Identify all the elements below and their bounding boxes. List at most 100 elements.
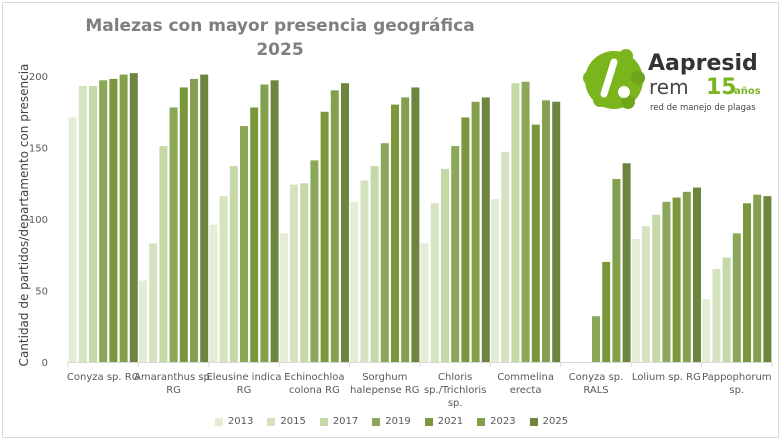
- bar-2023: [682, 191, 691, 362]
- x-tick-label: Sorghum: [362, 372, 407, 383]
- bar-2025: [200, 74, 209, 362]
- bar-2021: [672, 197, 681, 362]
- bar-2013: [631, 239, 640, 362]
- legend-swatch: [529, 417, 538, 426]
- x-tick-label: Commelina: [497, 372, 554, 383]
- bar-2023: [260, 84, 269, 362]
- legend-swatch: [267, 417, 276, 426]
- subtitle-text: 2025: [256, 40, 304, 60]
- x-tick-label: Chloris: [438, 372, 472, 383]
- bar-2013: [209, 224, 218, 362]
- bar-2017: [441, 168, 449, 362]
- x-tick-label: erecta: [510, 385, 542, 396]
- y-tick-label: 50: [35, 287, 48, 298]
- bar-2019: [99, 80, 108, 362]
- bar-2019: [521, 81, 530, 362]
- x-tick-label: Lolium sp. RG: [632, 372, 701, 383]
- bar-2017: [652, 214, 661, 362]
- bar-2017: [722, 257, 731, 362]
- bar-2015: [149, 243, 158, 362]
- bar-2025: [129, 73, 138, 362]
- bar-2019: [451, 146, 460, 362]
- bar-2013: [139, 280, 147, 362]
- legend-item: 2013: [214, 416, 254, 427]
- bar-2017: [159, 146, 168, 362]
- bar-2023: [471, 101, 480, 363]
- legend-item: 2021: [424, 416, 464, 427]
- x-tick-label: Eleusine indica: [206, 372, 281, 383]
- bar-2015: [712, 269, 721, 362]
- bar-2023: [542, 100, 550, 362]
- bar-2021: [179, 87, 188, 362]
- bar-2019: [592, 316, 600, 362]
- bar-2023: [401, 97, 410, 362]
- bar-2023: [330, 90, 339, 363]
- bar-2019: [240, 126, 248, 362]
- x-tick-label: Pappophorum: [702, 372, 772, 383]
- legend-swatch: [372, 417, 381, 426]
- legend-label: 2015: [280, 416, 306, 427]
- logo-anniversary: 15: [706, 75, 737, 100]
- logo-brand: Aapresid: [648, 51, 758, 76]
- legend-swatch: [424, 417, 433, 426]
- bar-2025: [552, 101, 561, 363]
- x-tick-label: RG: [237, 385, 252, 396]
- x-tick-label: Echinochloa: [284, 372, 344, 383]
- x-tick-label: sp./Trichloris: [424, 385, 486, 396]
- bar-2023: [190, 78, 198, 363]
- bar-2015: [501, 151, 510, 362]
- x-tick-label: Amaranthus sp.: [134, 372, 213, 383]
- y-tick-label: 150: [29, 144, 48, 155]
- legend-item: 2015: [267, 416, 306, 427]
- x-tick-label: RALS: [583, 385, 608, 396]
- legend-label: 2023: [490, 416, 516, 427]
- bar-2021: [391, 104, 399, 362]
- chart-title: Malezas con mayor presencia geográfica 2…: [0, 14, 560, 62]
- bar-2025: [622, 163, 631, 362]
- bar-2021: [320, 111, 329, 362]
- legend-label: 2025: [542, 416, 569, 427]
- bar-2013: [491, 198, 499, 362]
- bar-2017: [229, 166, 238, 362]
- bar-2025: [411, 87, 420, 362]
- bar-2017: [370, 166, 379, 362]
- legend-label: 2021: [437, 416, 464, 427]
- bar-2021: [109, 78, 118, 363]
- bar-2021: [531, 124, 540, 363]
- x-tick-label: RG: [166, 385, 181, 396]
- aapresid-logo: Aapresid rem 15 años red de manejo de pl…: [582, 42, 772, 122]
- legend-item: 2017: [319, 416, 358, 427]
- y-tick-label: 100: [29, 215, 48, 226]
- bar-2025: [270, 80, 279, 362]
- y-tick-label: 200: [29, 72, 48, 83]
- bar-2017: [89, 86, 97, 362]
- bar-2025: [341, 83, 349, 363]
- x-tick-label: sp.: [729, 385, 744, 396]
- logo-tagline: red de manejo de plagas: [650, 103, 756, 113]
- bar-2015: [360, 180, 369, 362]
- x-tick-label: halepense RG: [350, 385, 419, 396]
- bar-2013: [68, 117, 77, 362]
- bar-2021: [250, 107, 259, 363]
- bar-2023: [753, 194, 762, 362]
- bar-2017: [511, 83, 520, 363]
- legend-label: 2019: [385, 416, 411, 427]
- bar-2015: [290, 184, 298, 362]
- bar-2015: [642, 226, 650, 362]
- title-text: Malezas con mayor presencia geográfica: [85, 16, 475, 36]
- bar-2021: [743, 203, 751, 362]
- logo-anniversary-suffix: años: [734, 86, 761, 97]
- legend-label: 2013: [227, 416, 254, 427]
- x-tick-label: Conyza sp. RG: [67, 372, 140, 383]
- y-tick-label: 0: [42, 358, 48, 369]
- legend-swatch: [214, 417, 223, 426]
- legend-swatch: [477, 417, 486, 426]
- bar-2025: [693, 187, 701, 362]
- bar-2019: [169, 107, 178, 363]
- bar-2013: [702, 299, 711, 362]
- legend-item: 2023: [477, 416, 516, 427]
- bar-2013: [350, 201, 359, 362]
- logo-badge-icon: Aapresid rem 15 años red de manejo de pl…: [583, 49, 761, 113]
